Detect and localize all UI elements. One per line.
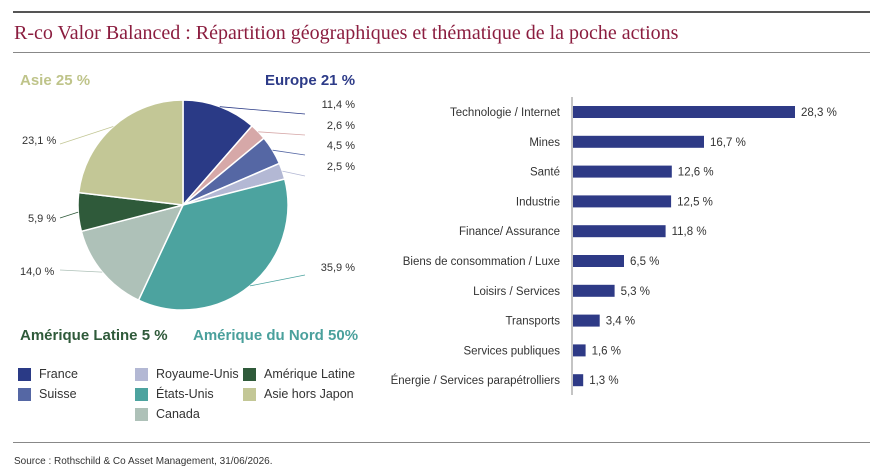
bar (573, 106, 795, 118)
legend-swatch (243, 387, 256, 401)
bar-category-label: Services publiques (463, 345, 560, 357)
region-europe-label: Europe 21 % (265, 72, 356, 89)
pie-value-label: 14,0 % (20, 266, 54, 278)
pie-chart: 11,4 % 2,6 % 4,5 % 2,5 % 35,9 % 14,0 % 5,9 % 23… (20, 99, 356, 311)
bar (573, 374, 584, 387)
bar-category-label: Santé (530, 167, 560, 179)
legend-swatch (18, 387, 31, 401)
pie-leader-line (282, 170, 306, 177)
bar-value-label: 6,5 % (630, 256, 659, 268)
pie-slice (77, 99, 184, 206)
bar (573, 195, 672, 208)
pie-leader-line (59, 211, 79, 219)
legend-item-amerique-latine: Amérique Latine (243, 367, 355, 381)
bar (573, 165, 672, 178)
pie-leader-line (249, 274, 306, 287)
legend-item-asie-hors-japon: Asie hors Japon (243, 387, 354, 401)
bar (573, 344, 586, 357)
bar-category-label: Loisirs / Services (473, 286, 560, 298)
bar-category-label: Finance/ Assurance (459, 226, 560, 238)
legend-label: Royaume-Unis (156, 367, 239, 381)
legend-swatch (135, 387, 148, 401)
footer-rule (13, 442, 870, 443)
bar-category-label: Mines (529, 137, 560, 149)
legend-label: Suisse (39, 387, 77, 401)
bar (573, 284, 615, 297)
pie-leader-line (59, 269, 103, 273)
bar (573, 135, 704, 148)
pie-value-label: 2,5 % (327, 161, 355, 173)
legend-item-france: France (18, 367, 78, 381)
bar-value-label: 3,4 % (606, 316, 635, 328)
bar-category-label: Transports (505, 316, 560, 328)
top-rule (13, 11, 870, 13)
legend-swatch (243, 367, 256, 381)
pie-leader-line (219, 106, 306, 115)
bar (573, 314, 600, 327)
bar-value-label: 1,3 % (589, 375, 618, 387)
pie-value-label: 5,9 % (28, 213, 56, 225)
region-asia-label: Asie 25 % (20, 72, 91, 89)
legend-label: Canada (156, 407, 200, 421)
pie-slice (80, 203, 185, 302)
pie-slice (137, 178, 289, 311)
legend-label: Asie hors Japon (264, 387, 354, 401)
legend-swatch (18, 367, 31, 381)
pie-leader-line (59, 126, 114, 145)
bar-chart: Technologie / Internet 28,3 % Mines 16,7 % S… (391, 97, 837, 395)
bar (573, 255, 624, 267)
source-note: Source : Rothschild & Co Asset Managemen… (14, 456, 273, 467)
region-latam-label: Amérique Latine 5 % (20, 327, 168, 344)
bar-category-label: Énergie / Services parapétrolliers (391, 374, 561, 387)
pie-legend: France Suisse Royaume-Unis États-Unis Ca… (18, 363, 368, 423)
chart-title: R-co Valor Balanced : Répartition géogra… (14, 22, 679, 44)
bar-category-label: Industrie (516, 196, 560, 208)
bar-value-label: 5,3 % (621, 286, 650, 298)
bar-value-label: 11,8 % (672, 226, 707, 238)
legend-swatch (135, 367, 148, 381)
pie-value-label: 11,4 % (322, 99, 356, 111)
bar-category-label: Biens de consommation / Luxe (403, 256, 560, 268)
pie-value-label: 4,5 % (327, 140, 355, 152)
bar-value-label: 12,5 % (677, 196, 713, 208)
bar-value-label: 28,3 % (801, 107, 837, 119)
bar-value-label: 12,6 % (678, 167, 714, 179)
legend-label: France (39, 367, 78, 381)
pie-value-label: 2,6 % (327, 120, 355, 132)
legend-label: Amérique Latine (264, 367, 356, 381)
bar (573, 225, 666, 238)
pie-value-label: 23,1 % (22, 135, 56, 147)
bar-category-label: Technologie / Internet (450, 107, 561, 119)
legend-label: États-Unis (156, 387, 214, 401)
pie-leader-line (272, 149, 306, 156)
region-north-america-label: Amérique du Nord 50% (193, 327, 359, 344)
pie-value-label: 35,9 % (321, 262, 355, 274)
legend-item-royaume-unis: Royaume-Unis (135, 367, 239, 381)
legend-item-etats-unis: États-Unis (135, 387, 214, 401)
pie-leader-line (258, 131, 306, 136)
legend-swatch (135, 407, 148, 421)
legend-item-suisse: Suisse (18, 387, 77, 401)
bar-value-label: 1,6 % (592, 345, 621, 357)
bar-value-label: 16,7 % (710, 137, 746, 149)
legend-item-canada: Canada (135, 407, 200, 421)
title-rule (13, 52, 870, 53)
